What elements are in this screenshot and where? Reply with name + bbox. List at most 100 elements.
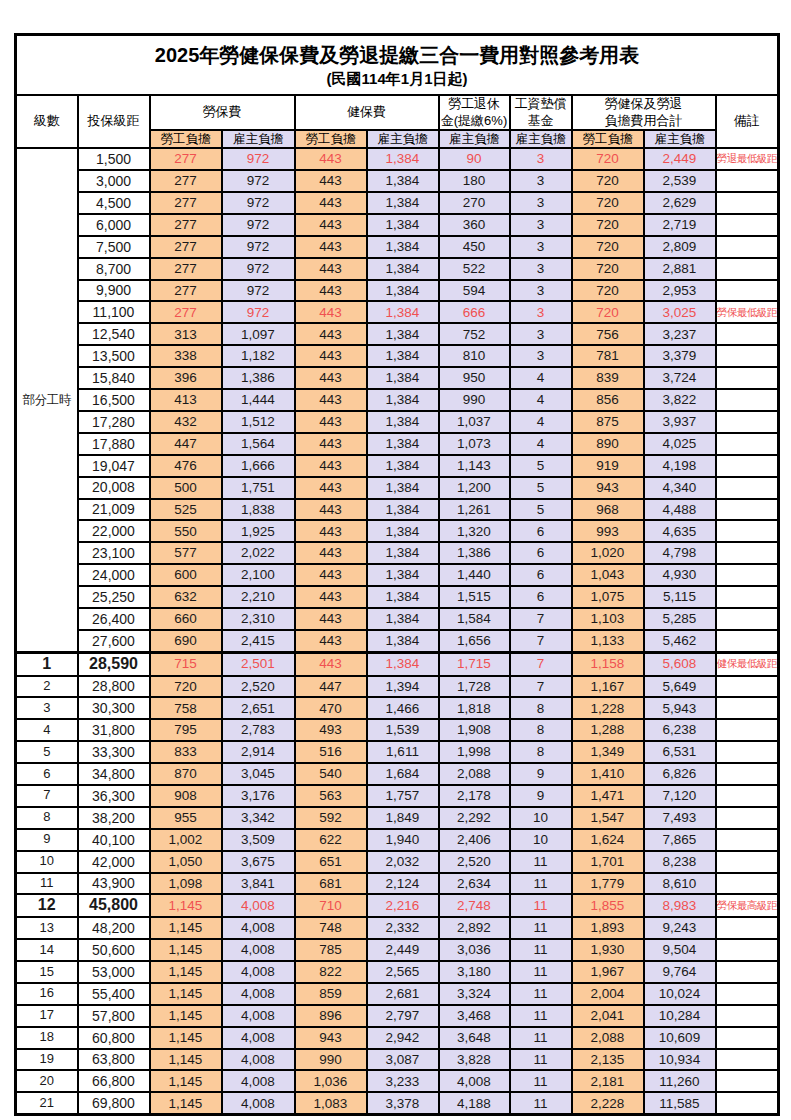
cell-wage-fund-employer: 3 (510, 170, 572, 192)
table-row: 431,8007952,7834931,5391,90881,2886,238 (16, 719, 779, 741)
page-subtitle: (民國114年1月1日起) (17, 69, 777, 89)
cell-health-employee: 493 (295, 719, 367, 741)
cell-pension-employer: 4,008 (439, 1070, 510, 1092)
table-row: 128,5907152,5014431,3841,71571,1585,608健… (16, 652, 779, 675)
table-row: 11,1002779724431,38466637203,025勞保最低級距 (16, 301, 779, 323)
col-header-total: 勞健保及勞退 負擔費用合計 (572, 95, 716, 130)
cell-health-employee: 443 (295, 542, 367, 564)
cell-total-employee: 720 (572, 214, 644, 236)
col-header-labor-insurance: 勞保費 (150, 95, 295, 130)
cell-labor-employee: 1,145 (150, 983, 222, 1005)
cell-health-employer: 2,681 (367, 983, 439, 1005)
cell-salary-bracket: 24,000 (78, 564, 150, 586)
table-row: 533,3008332,9145161,6111,99881,3496,531 (16, 741, 779, 763)
cell-wage-fund-employer: 7 (510, 676, 572, 698)
cell-labor-employer: 2,783 (222, 719, 295, 741)
cell-note (716, 411, 779, 433)
cell-health-employee: 443 (295, 367, 367, 389)
cell-health-employer: 2,332 (367, 917, 439, 939)
wage-fund-header-line2: 基金 (511, 113, 571, 129)
cell-labor-employee: 1,145 (150, 894, 222, 917)
header-row-groups: 級數 投保級距 勞保費 健保費 勞工退休 金(提繳6%) 工資墊償 基金 勞健保… (16, 95, 779, 130)
cell-pension-employer: 1,320 (439, 520, 510, 542)
cell-total-employee: 2,135 (572, 1049, 644, 1071)
cell-total-employer: 3,822 (644, 389, 716, 411)
table-row: 634,8008703,0455401,6842,08891,4106,826 (16, 763, 779, 785)
cell-level: 7 (16, 785, 78, 807)
table-row: 17,2804321,5124431,3841,03748753,937 (16, 411, 779, 433)
cell-labor-employer: 2,210 (222, 586, 295, 608)
cell-total-employee: 968 (572, 499, 644, 521)
cell-total-employee: 1,075 (572, 586, 644, 608)
wage-fund-header-line1: 工資墊償 (511, 96, 571, 112)
cell-salary-bracket: 26,400 (78, 608, 150, 630)
cell-labor-employee: 1,145 (150, 1070, 222, 1092)
cell-health-employee: 443 (295, 608, 367, 630)
cell-note: 健保最低級距 (716, 652, 779, 675)
cell-wage-fund-employer: 3 (510, 345, 572, 367)
cell-note (716, 389, 779, 411)
cell-salary-bracket: 17,880 (78, 433, 150, 455)
cell-total-employer: 5,649 (644, 676, 716, 698)
cell-labor-employee: 795 (150, 719, 222, 741)
title-cell: 2025年勞健保保費及勞退提繳三合一費用對照參考用表 (民國114年1月1日起) (16, 35, 779, 96)
cell-wage-fund-employer: 11 (510, 961, 572, 983)
cell-health-employer: 1,384 (367, 170, 439, 192)
cell-note (716, 520, 779, 542)
cell-total-employee: 720 (572, 236, 644, 258)
cell-health-employer: 1,466 (367, 697, 439, 719)
cell-total-employer: 2,719 (644, 214, 716, 236)
cell-salary-bracket: 17,280 (78, 411, 150, 433)
page-title: 2025年勞健保保費及勞退提繳三合一費用對照參考用表 (17, 42, 777, 68)
cell-total-employer: 4,198 (644, 455, 716, 477)
cell-level: 2 (16, 676, 78, 698)
cell-health-employee: 447 (295, 676, 367, 698)
cell-level: 3 (16, 697, 78, 719)
cell-wage-fund-employer: 6 (510, 542, 572, 564)
cell-pension-employer: 2,520 (439, 851, 510, 873)
cell-labor-employee: 758 (150, 697, 222, 719)
cell-total-employee: 875 (572, 411, 644, 433)
cell-total-employee: 1,701 (572, 851, 644, 873)
cell-total-employee: 1,103 (572, 608, 644, 630)
cell-wage-fund-employer: 11 (510, 851, 572, 873)
cell-total-employer: 10,024 (644, 983, 716, 1005)
cell-total-employer: 4,798 (644, 542, 716, 564)
cell-health-employee: 443 (295, 411, 367, 433)
cell-labor-employee: 1,145 (150, 961, 222, 983)
cell-total-employee: 890 (572, 433, 644, 455)
cell-wage-fund-employer: 5 (510, 477, 572, 499)
cell-health-employer: 2,565 (367, 961, 439, 983)
subheader-total-employee-share: 勞工負擔 (572, 130, 644, 148)
cell-note: 勞退最低級距 (716, 148, 779, 170)
subheader-labor-employer-share: 雇主負擔 (222, 130, 295, 148)
cell-total-employee: 781 (572, 345, 644, 367)
table-row: 26,4006602,3104431,3841,58471,1035,285 (16, 608, 779, 630)
cell-labor-employer: 1,512 (222, 411, 295, 433)
cell-health-employee: 681 (295, 873, 367, 895)
pension-header-line1: 勞工退休 (440, 96, 509, 112)
cell-labor-employer: 3,675 (222, 851, 295, 873)
cell-salary-bracket: 22,000 (78, 520, 150, 542)
cell-health-employee: 896 (295, 1005, 367, 1027)
cell-total-employee: 720 (572, 170, 644, 192)
cell-labor-employer: 4,008 (222, 983, 295, 1005)
cell-health-employer: 1,849 (367, 807, 439, 829)
cell-health-employee: 443 (295, 148, 367, 170)
cell-total-employee: 2,228 (572, 1092, 644, 1114)
cell-labor-employee: 413 (150, 389, 222, 411)
table-row: 24,0006002,1004431,3841,44061,0434,930 (16, 564, 779, 586)
cell-total-employee: 1,930 (572, 939, 644, 961)
cell-health-employee: 443 (295, 652, 367, 675)
cell-total-employer: 2,809 (644, 236, 716, 258)
cell-wage-fund-employer: 11 (510, 983, 572, 1005)
cell-labor-employer: 3,176 (222, 785, 295, 807)
col-header-level: 級數 (16, 95, 78, 148)
table-row: 1348,2001,1454,0087482,3322,892111,8939,… (16, 917, 779, 939)
table-row: 1450,6001,1454,0087852,4493,036111,9309,… (16, 939, 779, 961)
cell-labor-employee: 1,002 (150, 829, 222, 851)
cell-labor-employer: 2,415 (222, 630, 295, 652)
cell-level: 12 (16, 894, 78, 917)
cell-wage-fund-employer: 11 (510, 1027, 572, 1049)
cell-wage-fund-employer: 3 (510, 192, 572, 214)
